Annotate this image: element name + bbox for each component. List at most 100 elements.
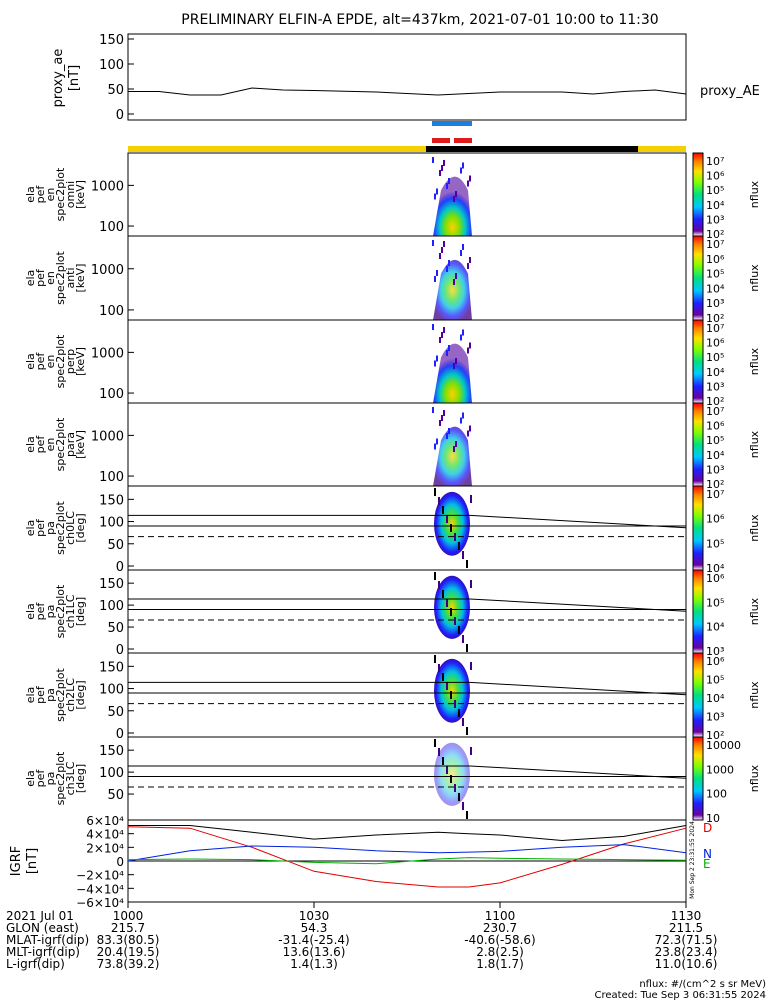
panel-ylabel: omni — [64, 181, 77, 208]
panel-frame — [127, 652, 687, 738]
footer-row-label: 2021 Jul 01 — [6, 909, 74, 923]
footer-cell: 1000 — [113, 909, 144, 923]
spectrogram-speck — [460, 334, 462, 341]
pitch-angle-speck — [470, 495, 472, 503]
spectrogram-speck — [432, 324, 434, 330]
zone-bar-yellow-left — [128, 146, 426, 152]
colorbar-label: 10⁷ — [706, 322, 724, 335]
spectrogram-speck — [460, 167, 462, 174]
colorbar-label: 10⁵ — [706, 674, 724, 687]
panel-ylabel: ch3LC — [64, 761, 77, 795]
pitch-angle-speck — [434, 572, 436, 580]
colorbar-label: 10² — [706, 312, 724, 325]
panel-ylabel: perp — [64, 349, 77, 374]
spectrogram-speck — [446, 183, 448, 189]
colorbar-title: nflux — [748, 430, 761, 458]
igrf-ytick-label: −6×10⁴ — [76, 896, 124, 910]
igrf-ylabel-1: IGRF — [9, 846, 24, 876]
panel-ylabel: ch1LC — [64, 594, 77, 628]
ytick-label: 150 — [99, 577, 124, 592]
colorbar — [692, 485, 704, 571]
pitch-angle-speck — [446, 599, 448, 607]
panel-ylabel: [keV] — [74, 264, 87, 293]
spectrogram-speck — [469, 175, 471, 182]
pitch-angle-speck — [466, 811, 468, 819]
panel-ylabel: pef — [34, 268, 47, 287]
ytick-label: 100 — [99, 470, 124, 485]
spectrogram-blob — [433, 343, 472, 403]
panel-ylabel: ela — [24, 436, 37, 453]
panel-ylabel: pa — [44, 605, 57, 619]
spectrogram-speck — [467, 430, 469, 437]
spectrogram-speck — [467, 263, 469, 269]
panel-ylabel: anti — [64, 267, 77, 288]
ytick-label: 150 — [99, 493, 124, 508]
colorbar-label: 10⁵ — [706, 434, 724, 447]
pitch-angle-speck — [438, 748, 440, 756]
pitch-angle-speck — [442, 506, 444, 514]
panel-ylabel: spec2plot — [54, 251, 67, 305]
pitch-angle-speck — [446, 515, 448, 523]
ytick-label: 1000 — [91, 263, 124, 278]
colorbar-label: 10³ — [706, 380, 724, 393]
colorbar-label: 10⁶ — [706, 513, 725, 526]
chart-title: PRELIMINARY ELFIN-A EPDE, alt=437km, 202… — [181, 12, 658, 28]
proxy-ae-line — [128, 87, 687, 96]
proxy-ae-panel: 150 100 50 0 proxy_ae [nT] proxy_AE — [51, 33, 760, 123]
footer-cell: 72.3(71.5) — [655, 933, 718, 947]
spectrogram-speck — [467, 180, 469, 187]
footer-cell: 11.0(10.6) — [655, 957, 718, 971]
red-indicator-bar-2 — [454, 138, 472, 143]
colorbar-label: 10⁵ — [706, 268, 724, 281]
colorbar-title: nflux — [748, 764, 761, 792]
ytick-label: 100 — [99, 766, 124, 781]
spectrogram-speck — [453, 363, 455, 369]
panel-frame — [127, 569, 687, 654]
pitch-angle-speck — [454, 533, 456, 541]
spectrogram-speck — [455, 191, 457, 197]
spectrogram-speck — [432, 407, 434, 413]
spectrogram-speck — [434, 443, 436, 450]
spectrogram-speck — [469, 425, 471, 432]
spectrogram-speck — [462, 162, 464, 169]
spectrogram-speck — [434, 276, 436, 282]
panel-ylabel: pa — [44, 521, 57, 535]
ytick-label: 100 — [99, 220, 124, 235]
panel-ylabel: en — [44, 355, 57, 369]
panel-ylabel: [deg] — [74, 513, 87, 542]
spectrogram-speck — [443, 160, 445, 166]
ytick-label: 100 — [99, 683, 124, 698]
pitch-angle-speck — [442, 590, 444, 598]
footer-row-label: MLAT-igrf(dip) — [6, 933, 89, 947]
spectrogram-speck — [439, 337, 441, 343]
igrf-series — [127, 825, 687, 888]
spectrogram-speck — [446, 350, 448, 356]
spectrogram-speck — [448, 178, 450, 184]
igrf-legend-n: N — [703, 847, 712, 861]
colorbar-label: 10⁵ — [706, 596, 724, 609]
spectrogram-speck — [462, 329, 464, 336]
proxy-ytick-label: 0 — [116, 108, 124, 123]
ytick-label: 100 — [99, 516, 124, 531]
colorbar — [692, 152, 704, 237]
colorbar-label: 10⁶ — [706, 170, 725, 183]
colorbar-label: 10⁴ — [706, 562, 725, 575]
ytick-label: 100 — [99, 599, 124, 614]
panel-ylabel: spec2plot — [54, 668, 67, 722]
spectrogram-speck — [460, 250, 462, 256]
panel-ylabel: en — [44, 188, 57, 202]
proxy-ytick-label: 50 — [107, 83, 124, 98]
colorbar — [692, 652, 704, 738]
footer-cell: 1130 — [671, 909, 702, 923]
ytick-label: 0 — [116, 727, 124, 742]
panel-ylabel: ch2LC — [64, 678, 77, 712]
red-indicator-bar-1 — [432, 138, 450, 143]
colorbar-label: 10⁴ — [706, 621, 725, 634]
panel-ylabel: spec2plot — [54, 501, 67, 555]
proxy-ae-frame — [127, 33, 687, 121]
panel-ylabel: [deg] — [74, 680, 87, 709]
